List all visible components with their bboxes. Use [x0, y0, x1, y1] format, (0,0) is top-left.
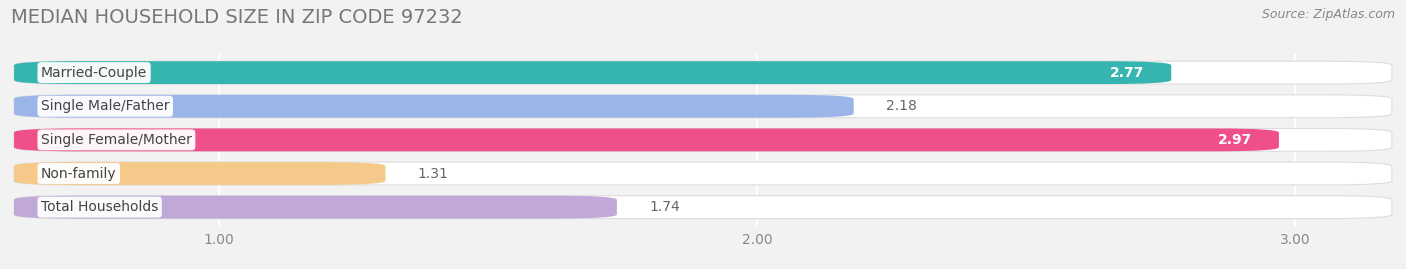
Text: 1.31: 1.31 [418, 167, 449, 180]
Text: MEDIAN HOUSEHOLD SIZE IN ZIP CODE 97232: MEDIAN HOUSEHOLD SIZE IN ZIP CODE 97232 [11, 8, 463, 27]
FancyBboxPatch shape [14, 162, 1392, 185]
FancyBboxPatch shape [14, 162, 385, 185]
FancyBboxPatch shape [14, 128, 1392, 151]
Text: Single Female/Mother: Single Female/Mother [41, 133, 191, 147]
FancyBboxPatch shape [14, 61, 1392, 84]
Text: Single Male/Father: Single Male/Father [41, 99, 170, 113]
Text: Source: ZipAtlas.com: Source: ZipAtlas.com [1261, 8, 1395, 21]
FancyBboxPatch shape [14, 95, 1392, 118]
FancyBboxPatch shape [14, 196, 617, 218]
Text: 2.18: 2.18 [886, 99, 917, 113]
FancyBboxPatch shape [14, 128, 1279, 151]
Text: 2.77: 2.77 [1111, 66, 1144, 80]
FancyBboxPatch shape [14, 95, 853, 118]
Text: Non-family: Non-family [41, 167, 117, 180]
Text: 1.74: 1.74 [650, 200, 681, 214]
FancyBboxPatch shape [14, 196, 1392, 218]
Text: Total Households: Total Households [41, 200, 159, 214]
Text: Married-Couple: Married-Couple [41, 66, 148, 80]
FancyBboxPatch shape [14, 61, 1171, 84]
Text: 2.97: 2.97 [1218, 133, 1251, 147]
